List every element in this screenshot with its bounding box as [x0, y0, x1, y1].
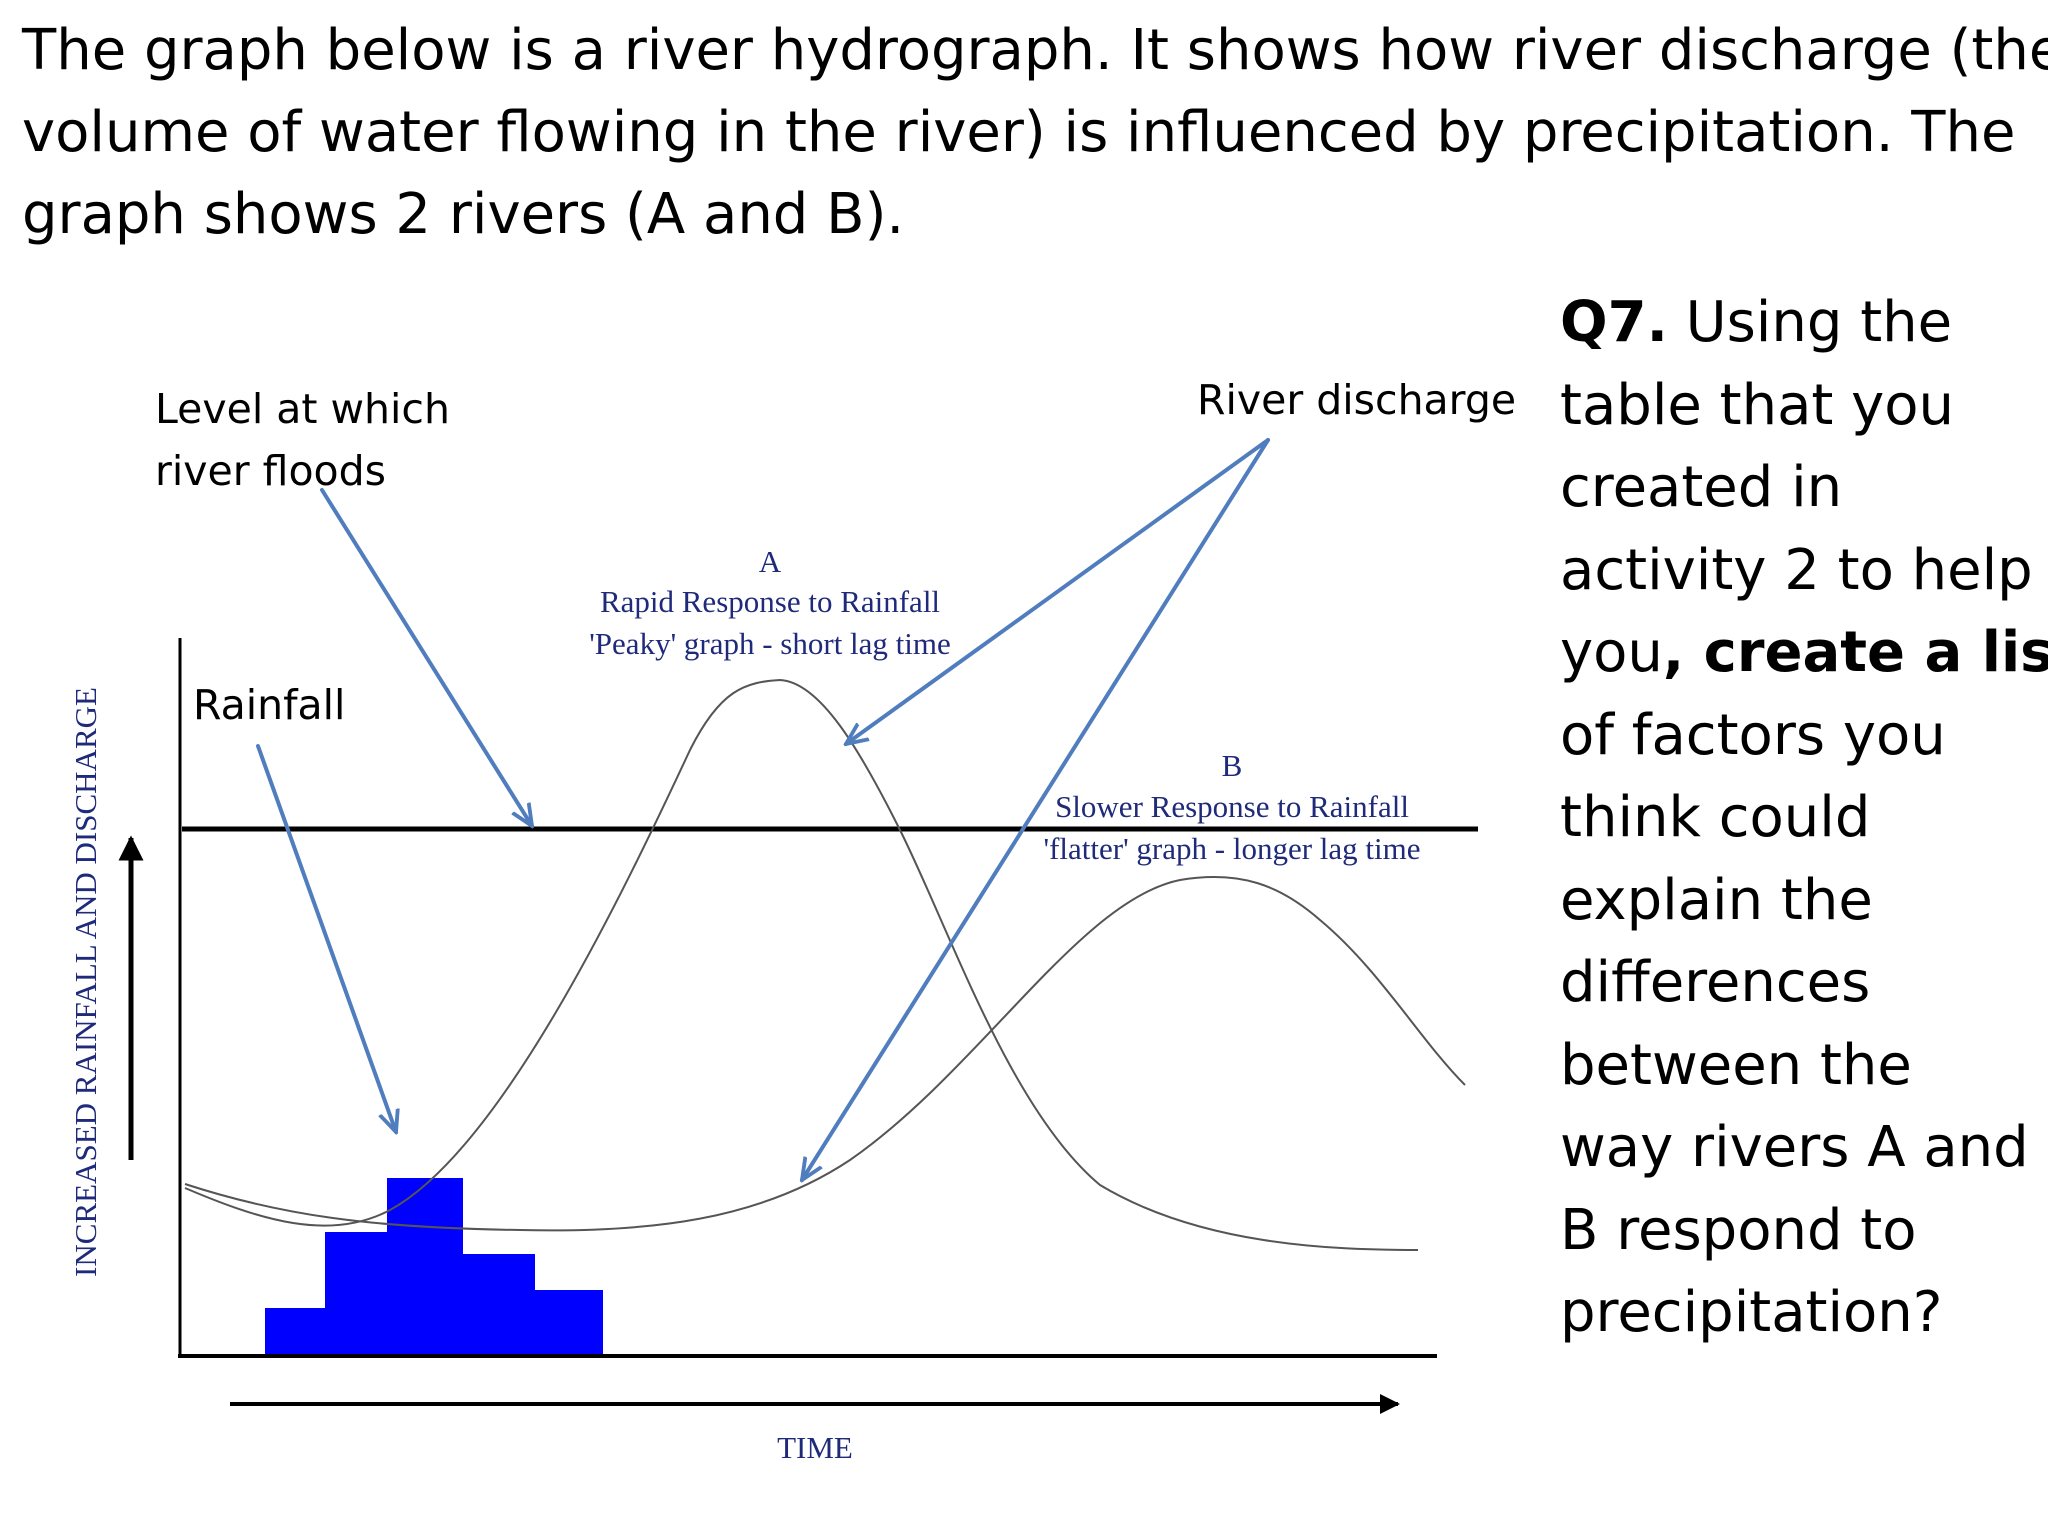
curve-a-letter: A — [759, 544, 782, 579]
flood-level-annotation-line2: river floods — [155, 447, 386, 495]
discharge-a-pointer-arrow — [846, 438, 1270, 744]
river-discharge-annotation: River discharge — [1197, 376, 1516, 424]
intro-text: The graph below is a river hydrograph. I… — [22, 10, 2048, 256]
rainfall-bar — [265, 1308, 327, 1356]
curve-b-line2: 'flatter' graph - longer lag time — [1044, 831, 1421, 866]
flood-level-annotation-line1: Level at which — [155, 385, 450, 433]
intro-line: volume of water flowing in the river) is… — [22, 100, 2016, 165]
question-line: B respond to — [1560, 1197, 1917, 1263]
rainfall-bar — [387, 1178, 463, 1356]
curve-b-letter: B — [1222, 748, 1243, 783]
curve-a-label: A Rapid Response to Rainfall 'Peaky' gra… — [589, 544, 951, 661]
pointer-arrows — [256, 438, 1270, 1180]
y-axis-label: INCREASED RAINFALL AND DISCHARGE — [68, 687, 103, 1277]
question-label: Q7. — [1560, 290, 1668, 355]
rainfall-annotation: Rainfall — [193, 681, 345, 729]
intro-line: The graph below is a river hydrograph. I… — [22, 18, 2048, 83]
rainfall-bar — [533, 1290, 603, 1356]
question-line: table that you — [1560, 372, 1955, 438]
x-axis-label: TIME — [777, 1430, 853, 1465]
question-q7: Q7. Using the table that you created in … — [1560, 282, 2048, 1355]
flood-level-pointer-arrow — [320, 488, 532, 826]
question-line: way rivers A and — [1560, 1115, 2029, 1180]
question-line: differences — [1560, 950, 1871, 1015]
question-line: activity 2 to help — [1560, 537, 2033, 603]
question-line: of factors you — [1560, 702, 1946, 768]
rainfall-pointer-arrow — [256, 744, 396, 1132]
curve-a-line — [184, 678, 1419, 1251]
curve-a-line1: Rapid Response to Rainfall — [600, 584, 940, 619]
question-line: you, create a list — [1560, 620, 2048, 685]
rainfall-bar — [325, 1232, 389, 1356]
curve-b-line1: Slower Response to Rainfall — [1055, 789, 1409, 824]
curve-b-label: B Slower Response to Rainfall 'flatter' … — [1044, 748, 1421, 866]
question-line: think could — [1560, 785, 1871, 850]
rainfall-bars — [265, 1178, 603, 1356]
intro-line: graph shows 2 rivers (A and B). — [22, 182, 905, 247]
question-line: Q7. Using the — [1560, 290, 1953, 355]
discharge-b-pointer-arrow — [802, 438, 1270, 1180]
question-line: precipitation? — [1560, 1280, 1943, 1345]
question-line: created in — [1560, 455, 1843, 520]
rainfall-bar — [461, 1254, 535, 1356]
question-line: explain the — [1560, 867, 1873, 933]
question-line: between the — [1560, 1032, 1912, 1098]
curve-a-line2: 'Peaky' graph - short lag time — [589, 626, 951, 661]
curve-b-line — [184, 876, 1466, 1232]
